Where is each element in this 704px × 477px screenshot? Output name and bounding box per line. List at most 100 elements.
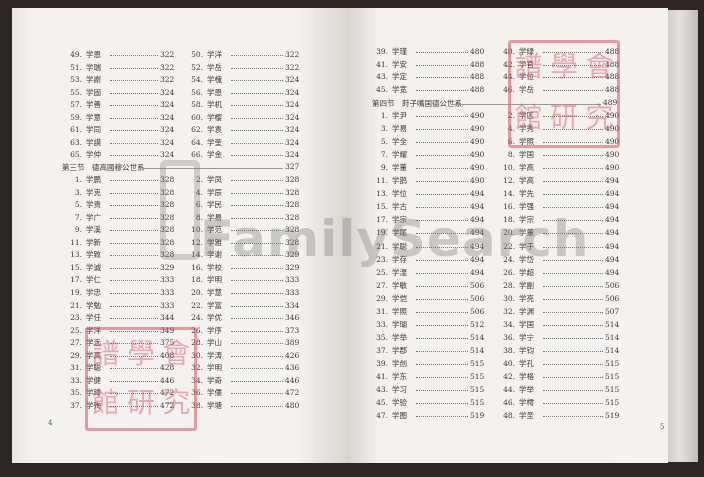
- leader-line: [142, 168, 283, 169]
- entry-name: 学致: [86, 250, 101, 260]
- leader-line: [543, 168, 603, 170]
- entry-page: 494: [470, 215, 485, 225]
- entry-number: 18.: [191, 275, 203, 285]
- entry-page: 488: [470, 72, 485, 82]
- entry-number: 17.: [376, 215, 388, 225]
- entry-name: 学善: [86, 100, 101, 109]
- index-entry: 11. 学新 328: [64, 238, 174, 248]
- index-entry: 4. 学辰 328: [185, 188, 299, 198]
- entry-number: 36.: [191, 388, 203, 398]
- right-page: 5: [346, 8, 668, 463]
- entry-name: 学岳: [207, 62, 222, 72]
- entry-page: 322: [285, 62, 300, 72]
- entry-name: 学位: [519, 72, 534, 82]
- entry-number: 22.: [503, 241, 515, 251]
- index-entry: 52. 学岳 322: [185, 62, 299, 73]
- index-entry: 21. 学勉 333: [64, 301, 174, 311]
- leader-line: [416, 52, 468, 53]
- leader-line: [416, 142, 468, 144]
- leader-line: [231, 217, 283, 219]
- entry-page: 322: [160, 62, 175, 72]
- entry-number: 23.: [376, 254, 388, 264]
- entry-page: 408: [160, 350, 175, 360]
- entry-number: 15.: [376, 202, 388, 212]
- entry-number: 38.: [503, 345, 515, 355]
- leader-line: [110, 55, 158, 56]
- index-entry: 37. 学郡 514: [370, 346, 484, 356]
- entry-page: 322: [160, 75, 175, 84]
- entry-name: 学明: [207, 275, 222, 285]
- leader-line: [543, 129, 603, 131]
- seal-stamp: 譜學會館研究: [508, 40, 620, 148]
- index-entry: 15. 学诚 329: [64, 263, 174, 273]
- entry-name: 学验: [392, 398, 407, 408]
- leader-line: [231, 155, 283, 156]
- index-entry: 2. 学凤 328: [185, 175, 299, 185]
- entry-name: 学定: [392, 72, 407, 82]
- entry-number: 3.: [74, 187, 82, 197]
- entry-number: 30.: [503, 293, 515, 303]
- entry-number: 30.: [191, 350, 203, 360]
- index-entry: 58. 学机 324: [185, 100, 299, 110]
- entry-name: 学塘: [207, 400, 222, 410]
- entry-page: 515: [470, 372, 485, 381]
- index-entry: 56. 学恩 324: [185, 88, 299, 98]
- index-entry: 42. 学格 515: [497, 372, 619, 382]
- entry-page: 490: [470, 124, 485, 134]
- entry-name: 学岱: [519, 254, 534, 264]
- entry-name: 学格: [519, 372, 534, 381]
- entry-name: 学謨: [86, 137, 101, 147]
- leader-line: [110, 380, 158, 382]
- entry-number: 24.: [191, 313, 203, 323]
- leader-line: [543, 220, 603, 222]
- leader-line: [543, 377, 603, 378]
- index-entry: 35. 学璋 472: [64, 388, 174, 398]
- entry-page: 324: [160, 87, 175, 97]
- entry-name: 学洋: [86, 325, 101, 335]
- entry-name: 学习: [392, 385, 407, 395]
- leader-line: [110, 242, 158, 244]
- index-entry: 40. 学孔 515: [497, 359, 619, 369]
- entry-number: 9.: [380, 163, 388, 173]
- entry-page: 514: [605, 332, 620, 342]
- entry-page: 490: [605, 124, 620, 134]
- index-entry: 29. 学恺 506: [370, 294, 484, 304]
- entry-page: 324: [160, 150, 175, 159]
- entry-number: 45.: [376, 398, 388, 408]
- leader-line: [110, 205, 158, 207]
- leader-line: [416, 377, 468, 378]
- entry-name: 学绿: [519, 47, 534, 56]
- index-entry: 5. 学全 490: [370, 137, 484, 147]
- entry-name: 学岳: [519, 85, 534, 95]
- seal-glyph: 館: [91, 386, 120, 419]
- entry-page: 490: [470, 150, 485, 160]
- leader-line: [543, 181, 603, 183]
- leader-line: [416, 350, 468, 352]
- index-entry: 16. 学校 329: [185, 263, 299, 273]
- leader-line: [231, 80, 283, 81]
- index-entry: 35. 学举 514: [370, 333, 484, 343]
- entry-number: 20.: [503, 228, 515, 238]
- index-entry: 50. 学洋 322: [185, 50, 299, 60]
- entry-number: 10.: [503, 163, 515, 173]
- entry-page: 328: [160, 212, 175, 222]
- leader-line: [110, 80, 158, 81]
- seal-glyph: 研: [549, 101, 578, 134]
- index-entry: 62. 学袁 324: [185, 125, 299, 135]
- entry-name: 学秀: [519, 124, 534, 134]
- entry-number: 61.: [70, 125, 82, 134]
- entry-name: 学照: [392, 306, 407, 316]
- entry-name: 学圣: [519, 411, 534, 421]
- entry-number: 41.: [376, 59, 388, 69]
- index-entry: 43. 学定 488: [370, 72, 484, 82]
- entry-name: 学雅: [207, 237, 222, 247]
- leader-line: [416, 259, 468, 261]
- index-entry: 13. 学位 494: [370, 189, 484, 199]
- entry-name: 学创: [392, 358, 407, 368]
- leader-line: [416, 403, 468, 405]
- seal-glyph: 學: [549, 50, 578, 83]
- leader-line: [231, 230, 283, 232]
- entry-page: 375: [160, 338, 175, 348]
- entry-name: 学鹊: [392, 176, 407, 186]
- index-entry: 38. 学塘 480: [185, 400, 299, 411]
